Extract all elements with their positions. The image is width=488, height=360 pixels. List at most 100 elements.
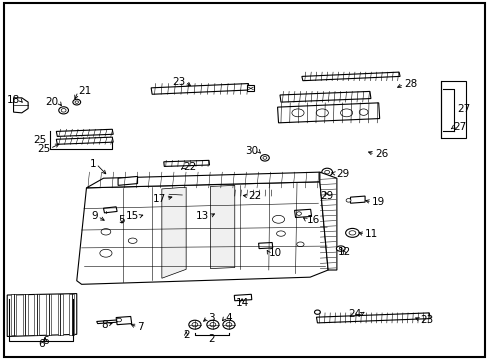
Polygon shape bbox=[301, 72, 399, 81]
Text: 13: 13 bbox=[196, 211, 209, 221]
Text: 25: 25 bbox=[37, 144, 50, 154]
Text: 4: 4 bbox=[224, 312, 231, 323]
Text: 25: 25 bbox=[33, 135, 46, 145]
Ellipse shape bbox=[346, 199, 350, 202]
Text: 22: 22 bbox=[183, 162, 197, 172]
Polygon shape bbox=[210, 185, 234, 269]
Polygon shape bbox=[441, 81, 465, 138]
Ellipse shape bbox=[223, 320, 235, 329]
Ellipse shape bbox=[225, 323, 231, 327]
Text: 3: 3 bbox=[207, 312, 214, 323]
Polygon shape bbox=[103, 207, 117, 213]
Text: 5: 5 bbox=[119, 215, 125, 225]
Ellipse shape bbox=[314, 310, 320, 314]
Ellipse shape bbox=[219, 207, 228, 213]
Text: 17: 17 bbox=[152, 194, 165, 203]
Ellipse shape bbox=[166, 189, 198, 201]
Text: 2: 2 bbox=[183, 330, 189, 341]
Text: 23: 23 bbox=[172, 77, 185, 87]
Bar bbox=[34, 294, 39, 336]
Ellipse shape bbox=[209, 323, 215, 327]
Text: 30: 30 bbox=[244, 146, 258, 156]
Text: 24: 24 bbox=[347, 309, 361, 319]
Ellipse shape bbox=[116, 318, 121, 322]
Bar bbox=[46, 294, 51, 336]
Ellipse shape bbox=[345, 228, 359, 237]
Text: 15: 15 bbox=[125, 211, 139, 221]
Polygon shape bbox=[118, 176, 137, 185]
Ellipse shape bbox=[336, 246, 345, 251]
Polygon shape bbox=[233, 190, 272, 196]
Polygon shape bbox=[86, 172, 319, 188]
Ellipse shape bbox=[318, 188, 325, 193]
Text: 10: 10 bbox=[268, 248, 282, 258]
Polygon shape bbox=[316, 313, 429, 323]
Ellipse shape bbox=[348, 231, 355, 235]
Ellipse shape bbox=[321, 168, 332, 176]
Polygon shape bbox=[97, 320, 117, 324]
Ellipse shape bbox=[100, 249, 112, 257]
Text: 29: 29 bbox=[320, 191, 333, 201]
Text: 8: 8 bbox=[101, 320, 107, 330]
Ellipse shape bbox=[339, 248, 342, 249]
Text: 11: 11 bbox=[365, 229, 378, 239]
Ellipse shape bbox=[75, 101, 78, 103]
Polygon shape bbox=[280, 91, 370, 102]
Bar bbox=[58, 294, 62, 336]
Polygon shape bbox=[56, 129, 113, 136]
Polygon shape bbox=[151, 84, 249, 94]
Ellipse shape bbox=[359, 109, 367, 115]
Bar bbox=[23, 294, 28, 336]
Ellipse shape bbox=[101, 229, 111, 235]
Ellipse shape bbox=[296, 212, 301, 215]
Bar bbox=[69, 294, 74, 336]
Ellipse shape bbox=[291, 109, 304, 117]
Text: 12: 12 bbox=[337, 247, 350, 257]
Polygon shape bbox=[258, 243, 272, 249]
Text: 20: 20 bbox=[45, 97, 59, 107]
Text: 1: 1 bbox=[89, 159, 96, 169]
Ellipse shape bbox=[61, 109, 66, 112]
Polygon shape bbox=[14, 98, 28, 113]
Ellipse shape bbox=[263, 157, 266, 159]
Ellipse shape bbox=[128, 238, 137, 243]
Ellipse shape bbox=[59, 107, 68, 114]
Ellipse shape bbox=[260, 155, 269, 161]
Text: 19: 19 bbox=[371, 197, 385, 207]
Polygon shape bbox=[142, 208, 156, 215]
Text: 21: 21 bbox=[78, 86, 91, 96]
Polygon shape bbox=[77, 182, 327, 284]
Ellipse shape bbox=[206, 320, 219, 329]
Polygon shape bbox=[162, 187, 186, 278]
Polygon shape bbox=[246, 85, 254, 91]
Text: 6: 6 bbox=[42, 337, 48, 346]
Ellipse shape bbox=[188, 320, 201, 329]
Ellipse shape bbox=[276, 231, 285, 236]
Text: 26: 26 bbox=[374, 149, 387, 159]
Text: 16: 16 bbox=[306, 215, 319, 225]
Text: 27: 27 bbox=[457, 104, 470, 113]
Text: 22: 22 bbox=[248, 191, 261, 201]
Ellipse shape bbox=[316, 109, 328, 117]
Polygon shape bbox=[234, 294, 251, 301]
Text: 27: 27 bbox=[453, 122, 466, 132]
Text: 29: 29 bbox=[335, 168, 348, 179]
Ellipse shape bbox=[209, 201, 238, 220]
Ellipse shape bbox=[340, 109, 352, 117]
Polygon shape bbox=[350, 196, 365, 203]
Text: 2: 2 bbox=[208, 334, 215, 344]
Ellipse shape bbox=[324, 170, 329, 174]
Polygon shape bbox=[294, 209, 311, 217]
Text: 14: 14 bbox=[235, 298, 248, 308]
Bar bbox=[11, 294, 16, 336]
Polygon shape bbox=[163, 160, 209, 166]
Text: 9: 9 bbox=[91, 211, 98, 221]
Text: 7: 7 bbox=[137, 322, 144, 332]
Polygon shape bbox=[319, 172, 336, 270]
Polygon shape bbox=[116, 316, 131, 325]
Ellipse shape bbox=[296, 242, 304, 247]
Polygon shape bbox=[7, 294, 77, 337]
Text: 28: 28 bbox=[403, 79, 416, 89]
Text: 23: 23 bbox=[420, 315, 433, 325]
Ellipse shape bbox=[214, 204, 233, 217]
